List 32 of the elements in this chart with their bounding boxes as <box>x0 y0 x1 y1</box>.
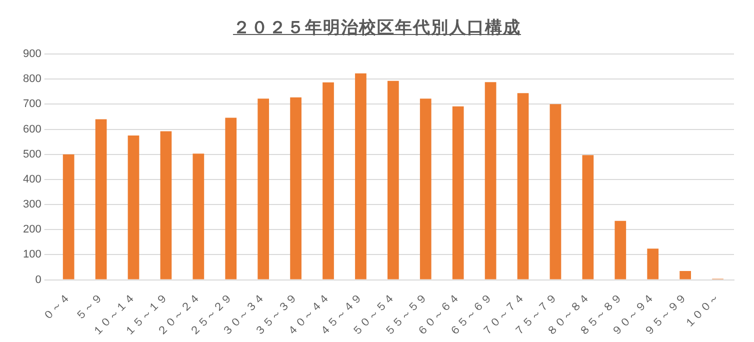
bar <box>647 248 659 280</box>
bar <box>680 270 691 280</box>
y-tick-label: 900 <box>22 48 42 60</box>
bar <box>517 93 529 280</box>
y-tick-label: 500 <box>22 148 42 160</box>
y-tick-label: 600 <box>22 123 42 136</box>
bar <box>160 131 172 280</box>
x-tick-label: ０～４ <box>41 291 73 324</box>
y-tick-label: 100 <box>22 248 42 261</box>
bar <box>62 154 74 280</box>
y-tick-label: 300 <box>22 198 42 211</box>
bar <box>290 97 302 280</box>
bar <box>614 220 626 280</box>
y-tick-label: 400 <box>22 173 42 186</box>
bar <box>420 98 432 280</box>
chart-title: ２０２５年明治校区年代別人口構成 <box>232 17 522 39</box>
bar <box>387 80 399 280</box>
bar <box>582 155 594 280</box>
y-tick-label: 0 <box>35 274 42 286</box>
y-tick-label: 700 <box>22 98 42 110</box>
bar <box>322 82 334 280</box>
bar <box>258 98 270 280</box>
bar <box>484 82 496 280</box>
bar <box>355 73 366 280</box>
bar <box>225 118 237 280</box>
bar <box>452 106 464 280</box>
y-tick-label: 800 <box>22 73 42 86</box>
bar <box>192 154 204 280</box>
bar <box>128 136 140 280</box>
bar <box>550 104 562 280</box>
bar <box>95 119 107 280</box>
y-tick-label: 200 <box>22 224 42 236</box>
